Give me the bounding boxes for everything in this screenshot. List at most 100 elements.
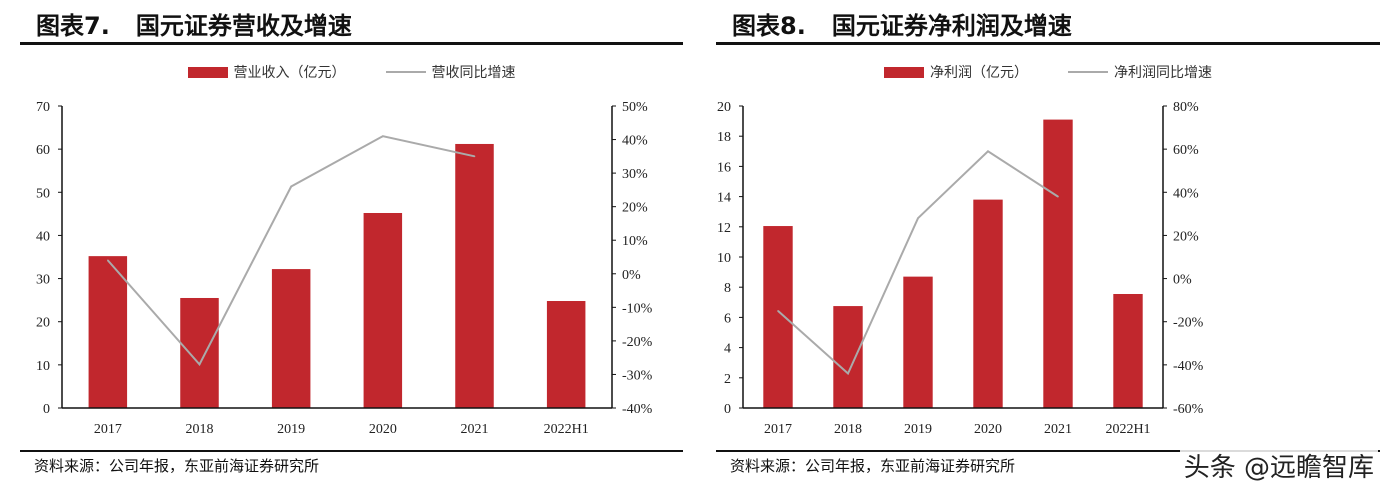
legend-swatch-bar (884, 66, 924, 78)
bar-2020 (363, 212, 403, 408)
right-tick-label: 0% (1173, 273, 1192, 288)
growth-point-2021 (473, 155, 476, 158)
growth-point-2020 (382, 135, 384, 137)
chart-title: 图表8. 国元证券净利润及增速 (732, 6, 1072, 41)
right-tick-label: -20% (1173, 316, 1204, 331)
bar-2018 (833, 306, 863, 408)
left-tick-label: 4 (724, 342, 731, 357)
right-tick-label: 10% (622, 234, 648, 249)
right-tick-label: 20% (622, 201, 648, 216)
x-tick-label: 2017 (94, 422, 122, 437)
legend-label: 营收同比增速 (431, 65, 516, 81)
footer-rule (716, 450, 1380, 452)
left-tick-label: 18 (717, 130, 731, 145)
left-tick-label: 16 (717, 160, 731, 175)
x-tick-label: 2018 (186, 422, 214, 437)
left-tick-label: 8 (724, 281, 731, 296)
bar-2021 (455, 143, 494, 409)
watermark: 头条 @远瞻智库 (1179, 447, 1378, 484)
bar-2017 (763, 226, 793, 408)
growth-point-2018 (198, 363, 201, 366)
bar-2019 (903, 276, 933, 408)
source-note: 资料来源：公司年报，东亚前海证券研究所 (730, 457, 1016, 475)
x-tick-label: 2021 (461, 422, 489, 437)
figure-label: 图表7. (36, 12, 110, 40)
x-tick-label: 2017 (764, 422, 792, 437)
x-tick-label: 2022H1 (1105, 422, 1150, 437)
left-tick-label: 6 (724, 311, 731, 326)
growth-point-2019 (917, 217, 919, 219)
footer-rule (20, 450, 683, 452)
right-tick-label: 30% (622, 167, 648, 182)
left-tick-label: 70 (36, 100, 50, 115)
right-tick-label: 40% (1173, 186, 1199, 201)
bar-2022H1 (546, 301, 586, 408)
growth-point-2019 (290, 185, 292, 188)
left-tick-label: 10 (717, 251, 731, 266)
legend-label: 营业收入（亿元） (233, 65, 346, 81)
right-tick-label: 80% (1173, 100, 1199, 115)
left-tick-label: 14 (717, 191, 731, 206)
right-tick-label: -40% (1173, 359, 1204, 374)
right-tick-label: -10% (622, 301, 653, 316)
x-tick-label: 2021 (1044, 422, 1072, 437)
title-text: 国元证券营收及增速 (135, 12, 352, 40)
chart-svg-net-profit: 0 2 4 6 8 10 12 14 16 18 20 -60% -40% -20% 0% 20% 40% 60%… (717, 100, 1204, 437)
left-tick-label: 0 (43, 402, 50, 417)
right-tick-label: -60% (1173, 402, 1204, 417)
right-tick-label: -40% (622, 402, 653, 417)
left-tick-label: 20 (717, 100, 731, 115)
left-tick-label: 40 (36, 229, 50, 244)
x-tick-label: 2022H1 (544, 422, 589, 437)
left-tick-label: 30 (36, 273, 50, 288)
bar-2021 (1043, 119, 1073, 408)
bar-2019 (271, 269, 311, 408)
left-tick-label: 2 (724, 372, 731, 387)
chart-title: 图表7. 国元证券营收及增速 (36, 6, 352, 41)
growth-point-2018 (847, 372, 849, 375)
x-tick-label: 2019 (277, 422, 305, 437)
bar-2022H1 (1113, 293, 1143, 408)
right-tick-label: 50% (622, 100, 648, 115)
x-tick-label: 2019 (904, 422, 932, 437)
growth-point-2021 (1057, 195, 1059, 198)
chart-panel-revenue: 图表7. 国元证券营收及增速 营业收入（亿元） 营收同比增速 0 10 20 30 40 5… (20, 0, 683, 491)
left-tick-label: 12 (717, 221, 731, 236)
growth-point-2017 (107, 259, 109, 262)
title-text: 国元证券净利润及增速 (831, 12, 1072, 40)
left-tick-label: 0 (724, 402, 731, 417)
left-tick-label: 10 (36, 359, 50, 374)
left-tick-label: 20 (36, 316, 50, 331)
right-tick-label: -30% (622, 368, 653, 383)
right-tick-label: 20% (1173, 229, 1199, 244)
bar-2018 (180, 297, 219, 408)
bar-2020 (973, 199, 1003, 408)
x-tick-label: 2018 (834, 422, 862, 437)
legend-item-bar: 净利润（亿元） (884, 62, 1028, 82)
x-tick-label: 2020 (974, 422, 1002, 437)
right-tick-label: 60% (1173, 143, 1199, 158)
right-tick-label: 0% (622, 268, 641, 283)
legend-item-line: 营收同比增速 (385, 62, 516, 82)
growth-point-2017 (777, 310, 779, 312)
right-tick-label: -20% (622, 335, 653, 350)
chart-panel-net-profit: 图表8. 国元证券净利润及增速 净利润（亿元） 净利润同比增速 0 2 4 6 8 10 12… (716, 0, 1380, 491)
legend-swatch-line (1068, 71, 1108, 73)
legend-swatch-bar (187, 66, 228, 78)
bar-2017 (88, 256, 128, 408)
x-tick-label: 2020 (369, 422, 397, 437)
title-rule (20, 42, 683, 45)
growth-point-2020 (987, 150, 989, 153)
chart-svg-revenue: 0 10 20 30 40 50 60 70 -40% -30% -20% -10% 0% 10% 20% 3… (36, 100, 653, 437)
legend: 净利润（亿元） 净利润同比增速 (716, 62, 1380, 82)
legend-item-line: 净利润同比增速 (1068, 62, 1212, 82)
legend-item-bar: 营业收入（亿元） (187, 62, 346, 82)
left-tick-label: 50 (36, 186, 50, 201)
source-note: 资料来源：公司年报，东亚前海证券研究所 (34, 457, 320, 475)
legend: 营业收入（亿元） 营收同比增速 (20, 62, 683, 82)
right-tick-label: 40% (622, 134, 648, 149)
legend-label: 净利润同比增速 (1114, 65, 1212, 81)
left-tick-label: 60 (36, 143, 50, 158)
legend-label: 净利润（亿元） (930, 65, 1028, 81)
legend-swatch-line (385, 71, 426, 73)
